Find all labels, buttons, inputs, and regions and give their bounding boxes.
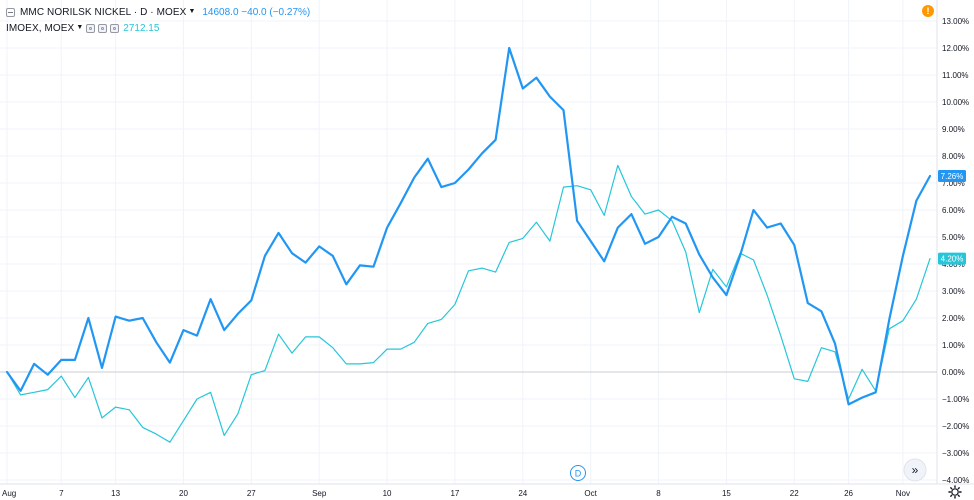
chart-grid xyxy=(0,0,937,484)
y-tick-label: 8.00% xyxy=(942,152,965,161)
x-tick-label: 24 xyxy=(518,489,527,498)
remove-icon[interactable] xyxy=(110,23,120,33)
series-layer xyxy=(5,46,932,443)
x-tick-label: 7 xyxy=(59,489,64,498)
y-tick-label: 13.00% xyxy=(942,17,969,26)
y-tick-label: −4.00% xyxy=(942,476,969,485)
x-tick-label: Sep xyxy=(312,489,327,498)
y-tick-label: 7.00% xyxy=(942,179,965,188)
price-axis[interactable]: 13.00% 12.00% 11.00% 10.00% 9.00% 8.00% 7.00% 6… xyxy=(942,17,969,485)
x-tick-label: 13 xyxy=(111,489,120,498)
y-tick-label: −1.00% xyxy=(942,395,969,404)
svg-text:7.26%: 7.26% xyxy=(941,172,964,181)
last-value-label-compare: 4.20% xyxy=(938,252,966,265)
x-tick-label: 22 xyxy=(790,489,799,498)
series-line-main[interactable] xyxy=(5,46,932,406)
chevron-down-icon[interactable]: ▼ xyxy=(188,7,196,15)
y-tick-label: 5.00% xyxy=(942,233,965,242)
compare-series-legend[interactable]: IMOEX, MOEX ▼ 2712.15 xyxy=(6,21,159,35)
y-tick-label: 10.00% xyxy=(942,98,969,107)
y-tick-label: 12.00% xyxy=(942,44,969,53)
x-tick-label: Nov xyxy=(896,489,910,498)
x-tick-label: 17 xyxy=(450,489,459,498)
last-value-labels: 7.26% 4.20% xyxy=(938,169,966,265)
collapse-legend-button[interactable] xyxy=(6,7,15,17)
x-tick-label: 20 xyxy=(179,489,188,498)
main-symbol-label[interactable]: MMC NORILSK NICKEL · D · MOEX xyxy=(20,6,187,18)
chevron-down-icon[interactable]: ▼ xyxy=(76,23,84,31)
y-tick-label: 11.00% xyxy=(942,71,969,80)
y-tick-label: 9.00% xyxy=(942,125,965,134)
main-symbol-values: 14608.0 −40.0 (−0.27%) xyxy=(202,6,311,18)
x-tick-label: 15 xyxy=(722,489,731,498)
visibility-icon[interactable] xyxy=(86,23,96,33)
x-tick-label: 8 xyxy=(656,489,661,498)
last-value-label-main: 7.26% xyxy=(938,169,966,182)
compare-symbol-label[interactable]: IMOEX, MOEX xyxy=(6,22,75,34)
scroll-icon: » xyxy=(912,463,919,477)
y-tick-label: 3.00% xyxy=(942,287,965,296)
settings-small-icon[interactable] xyxy=(98,23,108,33)
svg-text:4.20%: 4.20% xyxy=(941,255,964,264)
settings-icon[interactable] xyxy=(948,485,962,499)
x-tick-label: 26 xyxy=(844,489,853,498)
y-tick-label: 6.00% xyxy=(942,206,965,215)
scroll-to-realtime-button[interactable]: » xyxy=(903,458,927,482)
x-tick-label: 27 xyxy=(247,489,256,498)
interval-marker-label: D xyxy=(575,469,582,479)
alert-icon[interactable]: ! xyxy=(922,5,934,17)
x-tick-label: 10 xyxy=(383,489,392,498)
y-tick-label: 2.00% xyxy=(942,314,965,323)
y-tick-label: 0.00% xyxy=(942,368,965,377)
y-tick-label: 1.00% xyxy=(942,341,965,350)
compare-symbol-value: 2712.15 xyxy=(123,22,160,34)
x-tick-label: Aug xyxy=(2,489,16,498)
interval-marker[interactable]: D xyxy=(570,465,586,481)
y-tick-label: −2.00% xyxy=(942,422,969,431)
y-tick-label: −3.00% xyxy=(942,449,969,458)
series-line-compare[interactable] xyxy=(6,164,931,443)
time-axis[interactable]: Aug 7 13 20 27 Sep 10 17 24 Oct 8 15 22 26 Nov xyxy=(2,489,910,498)
main-series-legend[interactable]: MMC NORILSK NICKEL · D · MOEX ▼ 14608.0 … xyxy=(6,5,310,19)
x-tick-label: Oct xyxy=(584,489,597,498)
